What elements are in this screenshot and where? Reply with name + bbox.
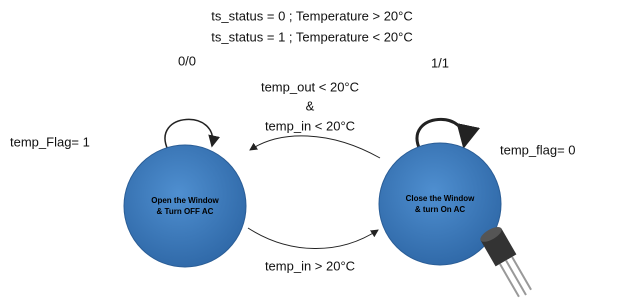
transition-label: temp_in < 20°C	[265, 118, 355, 133]
transition-label: temp_in > 20°C	[265, 258, 355, 273]
flag-label: temp_Flag= 1	[10, 134, 90, 149]
state-circle	[379, 143, 501, 265]
transition-arrow	[248, 228, 378, 249]
self-loop-label: 0/0	[178, 53, 196, 68]
transition-label: &	[306, 98, 315, 113]
state-label: Close the Window	[406, 194, 476, 203]
flag-label: temp_flag= 0	[500, 142, 576, 157]
state-circle	[124, 145, 246, 267]
header-line: ts_status = 0 ; Temperature > 20°C	[211, 8, 413, 23]
state-label: & Turn OFF AC	[157, 207, 214, 216]
sensor-icon	[478, 224, 536, 301]
header-line: ts_status = 1 ; Temperature < 20°C	[211, 29, 413, 44]
self-loop-label: 1/1	[431, 55, 449, 70]
transition-arrow	[250, 136, 380, 158]
state-label: & turn On AC	[415, 205, 466, 214]
state-diagram: ts_status = 0 ; Temperature > 20°C ts_st…	[0, 0, 619, 306]
transition-label: temp_out < 20°C	[261, 79, 359, 94]
state-label: Open the Window	[151, 196, 219, 205]
